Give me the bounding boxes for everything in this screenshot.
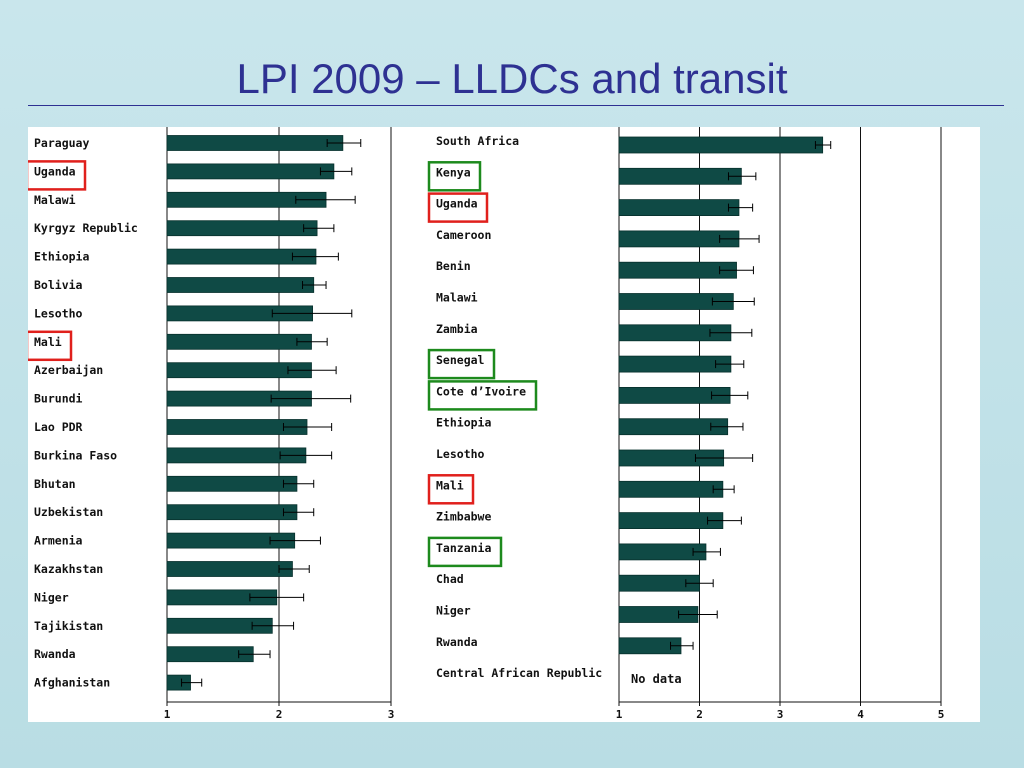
category-label-paraguay: Paraguay [34, 136, 89, 150]
bar-kyrgyz-republic [166, 220, 318, 237]
highlight-box-cote-d-ivoire [427, 380, 538, 411]
category-label-niger: Niger [34, 590, 69, 604]
x-tick-label: 2 [696, 708, 703, 721]
bar-paraguay [166, 135, 344, 151]
category-label-zambia: Zambia [436, 322, 478, 336]
highlight-box-tanzania [427, 536, 503, 568]
bar-mali [166, 333, 312, 350]
slide-title: LPI 2009 – LLDCs and transit [236, 55, 788, 102]
category-label-niger: Niger [436, 604, 471, 618]
bar-south-africa [618, 136, 824, 154]
highlight-box-uganda [28, 160, 87, 191]
category-label-uganda: Uganda [436, 197, 478, 211]
bar-mali [618, 480, 724, 498]
category-label-benin: Benin [436, 259, 471, 273]
category-label-mali: Mali [34, 335, 62, 349]
bar-uzbekistan [166, 504, 298, 521]
bar-uganda [166, 163, 335, 180]
category-label-kyrgyz-republic: Kyrgyz Republic [34, 221, 138, 235]
category-label-ethiopia: Ethiopia [34, 250, 89, 264]
category-label-lesotho: Lesotho [34, 306, 83, 320]
category-label-central-african-republic: Central African Republic [436, 666, 602, 680]
category-label-tajikistan: Tajikistan [34, 619, 103, 633]
category-label-burundi: Burundi [34, 392, 83, 406]
right-chart-panel: 1 2 3 4 5 South Africa Kenya Uganda Cameroon Beni… [408, 127, 980, 722]
category-label-bolivia: Bolivia [34, 278, 83, 292]
category-label-uzbekistan: Uzbekistan [34, 505, 103, 519]
category-label-rwanda: Rwanda [34, 647, 76, 661]
left-chart-panel: 1 2 3 Paraguay Uganda Malawi Kyrgyz Republic Et… [28, 127, 432, 722]
x-tick-label: 4 [857, 708, 864, 721]
bar-benin [618, 261, 737, 279]
category-label-malawi: Malawi [436, 291, 478, 305]
highlight-box-senegal [427, 348, 496, 380]
category-label-armenia: Armenia [34, 534, 83, 548]
bar-bhutan [166, 475, 298, 492]
highlight-box-kenya [427, 161, 482, 192]
bar-senegal [618, 355, 732, 373]
highlight-box-mali [427, 474, 475, 505]
bar-bolivia [166, 277, 315, 293]
x-tick-label: 3 [388, 708, 395, 721]
category-label-lesotho: Lesotho [436, 447, 485, 461]
category-label-senegal: Senegal [436, 353, 485, 367]
category-label-kenya: Kenya [436, 165, 471, 179]
category-label-south-africa: South Africa [436, 134, 519, 148]
category-label-bhutan: Bhutan [34, 477, 76, 491]
x-tick-label: 1 [164, 708, 171, 721]
left-bar-chart: 1 2 3 Paraguay Uganda Malawi Kyrgyz Republic Et… [28, 127, 395, 721]
highlight-box-uganda [427, 192, 489, 223]
category-label-malawi: Malawi [34, 193, 76, 207]
category-label-ethiopia: Ethiopia [436, 416, 491, 430]
no-data-label: No data [631, 672, 682, 686]
category-label-tanzania: Tanzania [436, 541, 491, 555]
x-tick-label: 1 [616, 708, 623, 721]
category-label-zimbabwe: Zimbabwe [436, 510, 491, 524]
category-label-uganda: Uganda [34, 164, 76, 178]
category-label-kazakhstan: Kazakhstan [34, 562, 103, 576]
category-label-cameroon: Cameroon [436, 228, 491, 242]
bar-kenya [618, 167, 742, 185]
x-tick-label: 3 [777, 708, 784, 721]
category-label-mali: Mali [436, 478, 464, 492]
right-bar-chart: 1 2 3 4 5 South Africa Kenya Uganda Cameroon Beni… [427, 127, 945, 721]
bar-kazakhstan [166, 561, 293, 577]
category-label-rwanda: Rwanda [436, 635, 478, 649]
category-label-afghanistan: Afghanistan [34, 676, 110, 690]
category-label-burkina-faso: Burkina Faso [34, 448, 117, 462]
bar-uganda [618, 199, 740, 216]
title-divider [28, 105, 1004, 106]
category-label-lao-pdr: Lao PDR [34, 420, 83, 434]
category-label-chad: Chad [436, 572, 464, 586]
x-tick-label: 2 [276, 708, 283, 721]
x-tick-label: 5 [938, 708, 945, 721]
highlight-box-mali [28, 330, 73, 362]
category-label-azerbaijan: Azerbaijan [34, 363, 103, 377]
category-label-cote-d-ivoire: Cote d’Ivoire [436, 384, 526, 398]
